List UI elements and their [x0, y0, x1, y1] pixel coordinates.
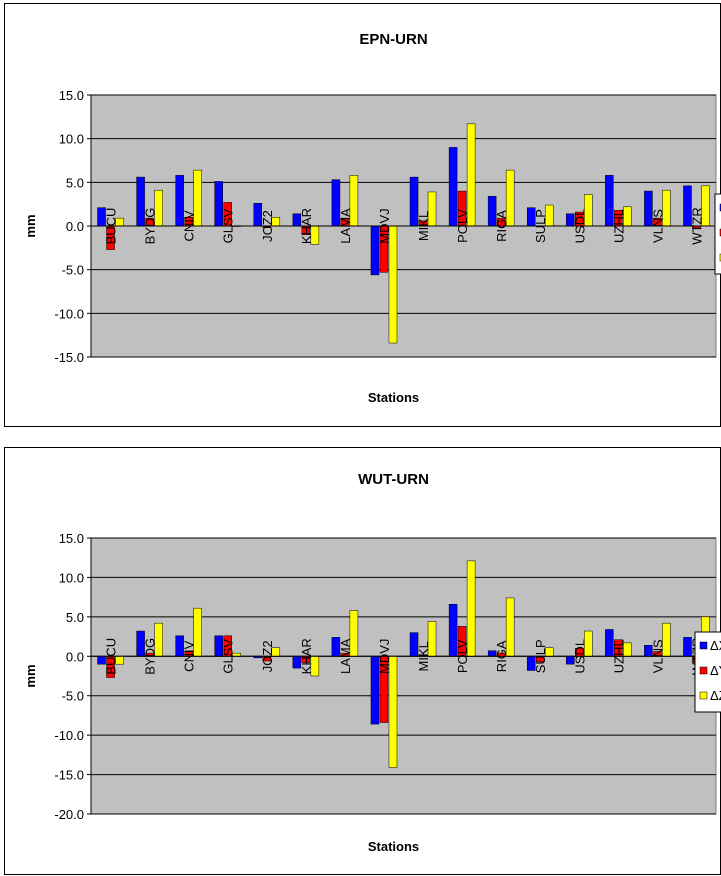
category-label: CNIV [182, 640, 197, 671]
category-label: LAMA [338, 638, 353, 674]
y-axis-label: mm [23, 664, 38, 687]
legend-swatch [699, 641, 708, 650]
category-label: POLV [455, 639, 470, 673]
category-label: KHAR [299, 208, 314, 244]
y-tick-label: -20.0 [54, 807, 84, 822]
chart-wut-urn-svg: -20.0 -15.0 -10.0 -5.0 0.0 5.0 10.0 15.0 BUCU BYD… [23, 471, 721, 854]
category-label: BYDG [143, 208, 158, 245]
legend-label: ΔZ [710, 688, 721, 703]
category-label: UZHL [611, 209, 626, 243]
category-label: MIKL [416, 641, 431, 671]
category-label: BUCU [104, 208, 119, 245]
legend-swatch [699, 666, 708, 675]
y-tick-label: 15.0 [59, 88, 84, 103]
category-label: GLSV [221, 208, 236, 243]
plot-area [90, 537, 717, 815]
y-tick-label: 10.0 [59, 132, 84, 147]
category-label: POLV [455, 209, 470, 243]
y-axis-label: mm [23, 214, 38, 237]
chart-wut-urn: -20.0 -15.0 -10.0 -5.0 0.0 5.0 10.0 15.0 BUCU BYD… [4, 447, 721, 875]
category-label: RIGA [494, 210, 509, 242]
category-label: WTZR [689, 207, 704, 245]
category-label: MDVJ [377, 639, 392, 674]
chart-epn-urn-svg: -15.0 -10.0 -5.0 0.0 5.0 10.0 15.0 BUCU BYDG CNIV… [23, 31, 721, 405]
y-tick-label: 0.0 [66, 219, 84, 234]
y-tick-label: -15.0 [54, 768, 84, 783]
category-label: KHAR [299, 638, 314, 674]
category-label: VLNS [650, 639, 665, 673]
legend: ΔX ΔY ΔZ [694, 631, 721, 713]
y-tick-label: -10.0 [54, 306, 84, 321]
category-label: MIKL [416, 211, 431, 241]
category-label: RIGA [494, 640, 509, 672]
y-tick-label: 5.0 [66, 610, 84, 625]
category-label: GLSV [221, 639, 236, 674]
legend-box [714, 193, 721, 275]
legend-label: ΔX [710, 638, 721, 653]
category-label: LAMA [338, 208, 353, 244]
legend-box [694, 631, 721, 713]
category-label: SULP [533, 209, 548, 243]
category-label: SULP [533, 639, 548, 673]
legend: ΔXΔYΔZ [714, 193, 721, 275]
x-axis-label: Stations [368, 839, 419, 854]
y-tick-label: -10.0 [54, 728, 84, 743]
legend-swatch [699, 691, 708, 700]
chart-epn-urn: -15.0 -10.0 -5.0 0.0 5.0 10.0 15.0 BUCU BYDG CNIV… [4, 3, 721, 427]
category-label: UZHL [611, 639, 626, 673]
category-label: BYDG [143, 638, 158, 675]
category-label: USDL [572, 209, 587, 244]
y-tick-label: -5.0 [62, 689, 84, 704]
y-tick-label: -15.0 [54, 350, 84, 365]
category-label: MDVJ [377, 208, 392, 243]
y-tick-label: 15.0 [59, 531, 84, 546]
legend-label: ΔY [710, 663, 721, 678]
category-label: BUCU [104, 638, 119, 675]
chart-title: EPN-URN [359, 31, 427, 48]
category-label: CNIV [182, 210, 197, 241]
category-label: VLNS [650, 209, 665, 243]
category-label: USDL [572, 639, 587, 674]
y-tick-label: 5.0 [66, 175, 84, 190]
y-tick-label: -5.0 [62, 263, 84, 278]
y-tick-label: 10.0 [59, 570, 84, 585]
x-axis-label: Stations [368, 390, 419, 405]
chart-title: WUT-URN [358, 471, 429, 488]
category-label: JOZ2 [260, 640, 275, 672]
y-tick-label: 0.0 [66, 649, 84, 664]
category-label: JOZ2 [260, 210, 275, 242]
